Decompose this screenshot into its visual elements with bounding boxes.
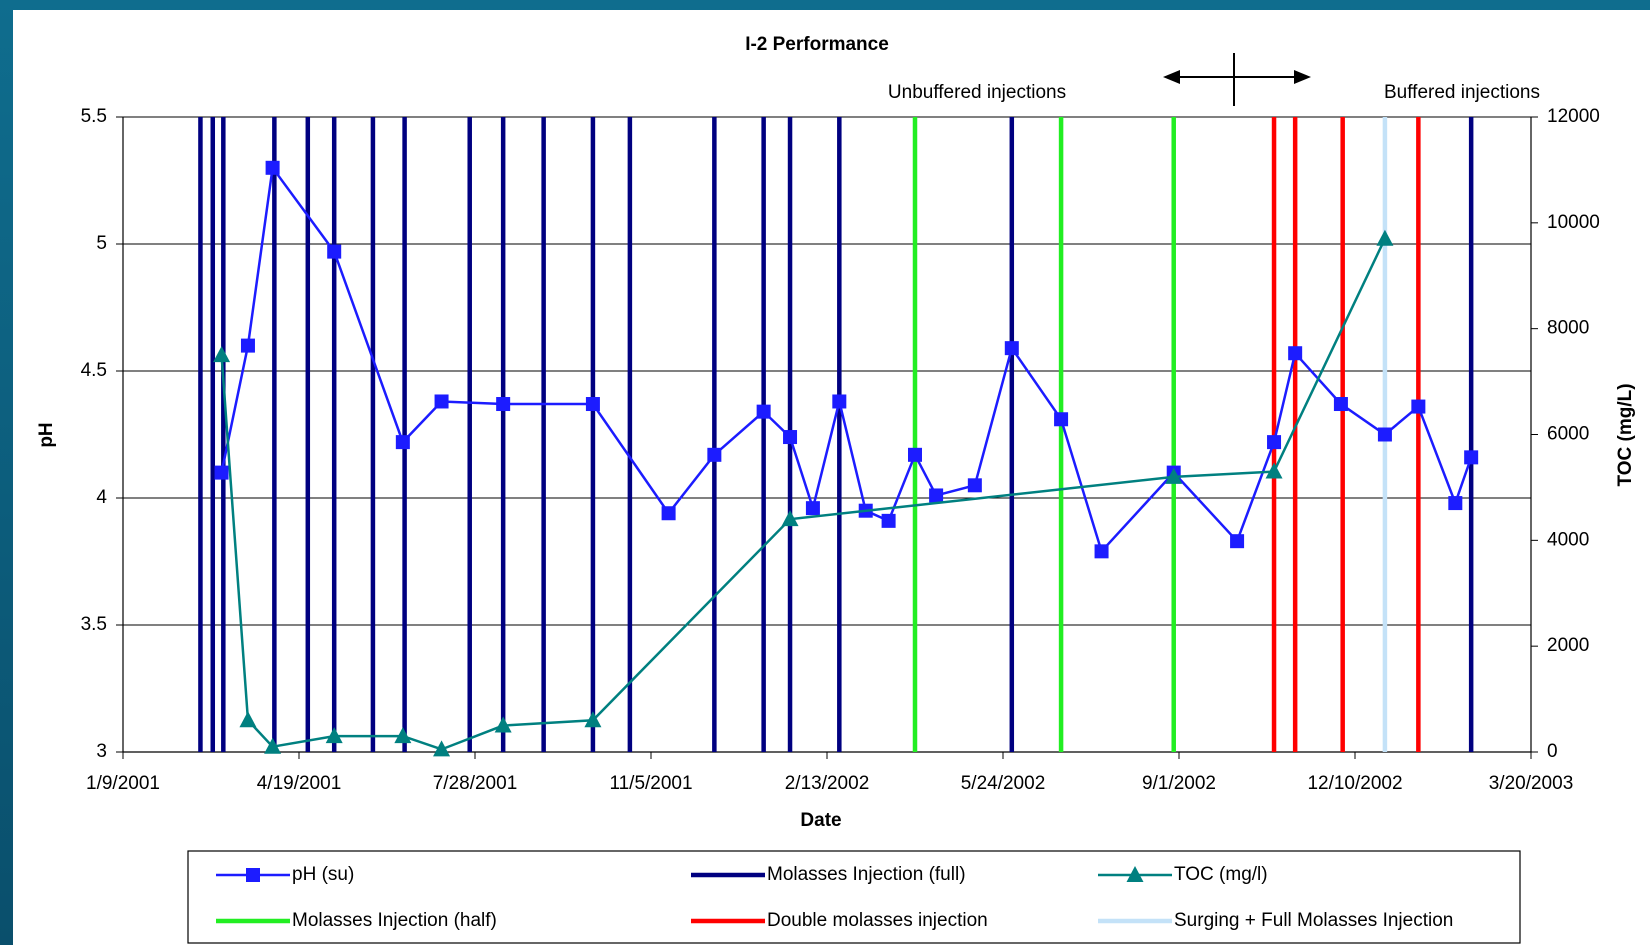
marker (1411, 399, 1426, 414)
legend-label: TOC (mg/l) (1174, 864, 1268, 885)
arrow-head-left (1163, 70, 1180, 84)
marker (881, 513, 896, 528)
y-tick-label: 3 (96, 741, 107, 762)
marker (1126, 866, 1144, 882)
legend-label: pH (su) (292, 864, 354, 885)
marker (661, 506, 676, 521)
chart-title: I-2 Performance (745, 34, 889, 55)
y-tick-label: 4 (96, 487, 107, 508)
legend-box (187, 850, 1521, 944)
y2-tick-label: 10000 (1547, 212, 1600, 233)
marker (496, 397, 511, 412)
marker (805, 501, 820, 516)
y-tick-label: 3.5 (81, 614, 107, 635)
arrow (1163, 53, 1311, 106)
y-tick-label: 4.5 (81, 360, 107, 381)
marker (395, 435, 410, 450)
y2-tick-label: 4000 (1547, 529, 1589, 550)
plot-area (116, 116, 1538, 759)
legend-label: Surging + Full Molasses Injection (1174, 910, 1453, 931)
arrow-head-right (1294, 70, 1311, 84)
marker (239, 711, 257, 728)
marker (434, 394, 449, 409)
marker (783, 430, 798, 445)
panel (13, 10, 1650, 945)
marker (1464, 450, 1479, 465)
x-tick-label: 7/28/2001 (433, 773, 518, 794)
x-tick-label: 3/20/2003 (1489, 773, 1574, 794)
marker (967, 478, 982, 493)
marker (1448, 496, 1463, 511)
marker (214, 465, 229, 480)
y2-tick-label: 2000 (1547, 635, 1589, 656)
x-tick-label: 12/10/2002 (1307, 773, 1402, 794)
marker (1333, 397, 1348, 412)
x-tick-label: 9/1/2002 (1142, 773, 1216, 794)
marker (929, 488, 944, 503)
marker (327, 244, 342, 259)
marker (1267, 435, 1282, 450)
marker (1054, 412, 1069, 427)
annotation: Unbuffered injections (888, 82, 1066, 103)
y-tick-label: 5.5 (81, 106, 107, 127)
marker (584, 711, 602, 728)
x-tick-label: 11/5/2001 (609, 773, 692, 794)
y2-tick-label: 12000 (1547, 106, 1600, 127)
marker (1288, 346, 1303, 361)
marker (908, 447, 922, 462)
marker (433, 740, 451, 757)
y2-tick-label: 0 (1547, 741, 1558, 762)
x-tick-label: 1/9/2001 (86, 773, 160, 794)
marker (264, 737, 282, 754)
y2-tick-label: 8000 (1547, 318, 1589, 339)
legend-label: Double molasses injection (767, 910, 988, 931)
marker (1376, 229, 1394, 246)
x-tick-label: 2/13/2002 (785, 773, 870, 794)
x-tick-label: 5/24/2002 (961, 773, 1046, 794)
annotation: Buffered injections (1384, 82, 1540, 103)
marker (240, 338, 255, 353)
y2-axis-label: TOC (mg/L) (1615, 383, 1636, 486)
marker (394, 727, 412, 744)
marker (325, 727, 343, 744)
y-axis-label: pH (36, 422, 57, 447)
marker (1165, 467, 1183, 484)
marker (832, 394, 847, 409)
marker (1230, 534, 1245, 549)
marker (756, 404, 771, 419)
x-tick-label: 4/19/2001 (257, 773, 342, 794)
marker (213, 346, 231, 363)
series-line (220, 238, 1387, 751)
marker (707, 447, 722, 462)
legend-label: Molasses Injection (full) (767, 864, 966, 885)
marker (781, 510, 799, 527)
marker (1265, 462, 1283, 479)
marker (1377, 427, 1392, 442)
marker (494, 716, 512, 733)
marker (246, 868, 260, 882)
x-axis-label: Date (800, 810, 841, 831)
marker (1004, 341, 1019, 356)
y-tick-label: 5 (96, 233, 107, 254)
y2-tick-label: 6000 (1547, 424, 1589, 445)
legend-label: Molasses Injection (half) (292, 910, 497, 931)
marker (265, 160, 280, 175)
marker (585, 397, 600, 412)
marker (1094, 544, 1109, 559)
